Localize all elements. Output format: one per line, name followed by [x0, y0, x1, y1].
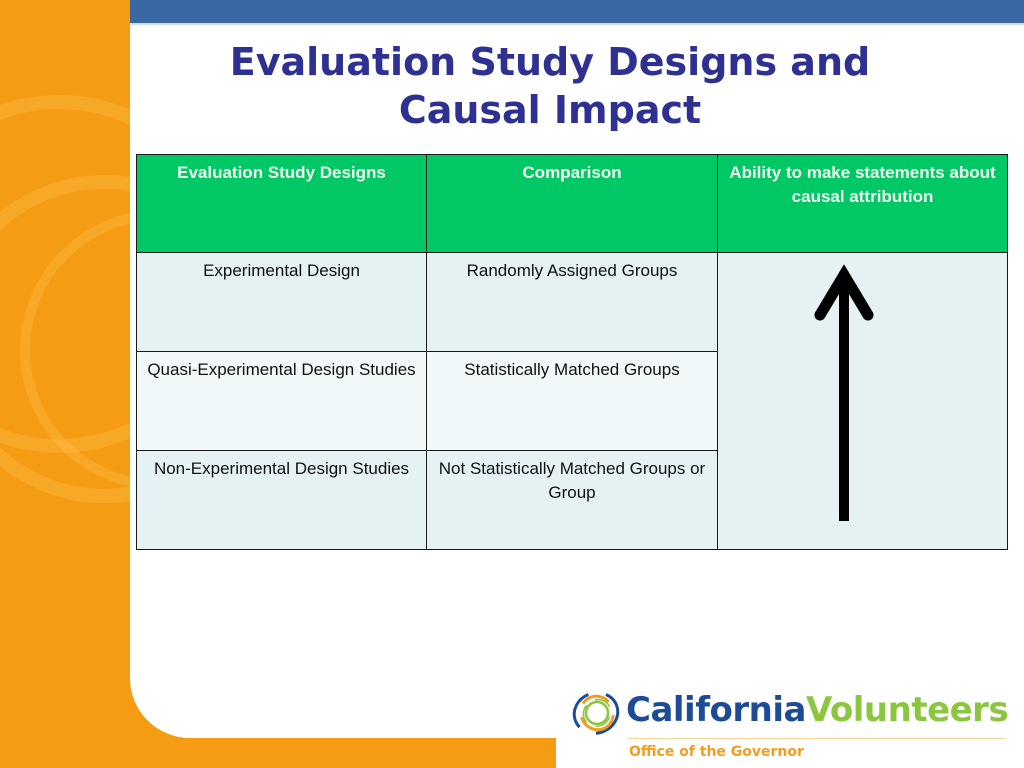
logo-word-california: California [626, 690, 806, 730]
california-volunteers-logo: CaliforniaVolunteers Office of the Gover… [570, 686, 1015, 766]
logo-word-volunteers: Volunteers [805, 690, 1009, 730]
cell-comparison: Not Statistically Matched Groups or Grou… [426, 450, 718, 550]
header-comparison: Comparison [426, 154, 718, 253]
top-blue-bar [130, 0, 1024, 23]
title-line-1: Evaluation Study Designs and [229, 40, 871, 84]
header-causal-attribution: Ability to make statements about causal … [717, 154, 1008, 253]
cell-design: Quasi-Experimental Design Studies [136, 351, 427, 451]
logo-divider [628, 738, 1006, 739]
table-row: Quasi-Experimental Design Studies Statis… [136, 351, 1008, 451]
table-row: Non-Experimental Design Studies Not Stat… [136, 450, 1008, 550]
arrow-up-icon [814, 264, 874, 521]
header-study-designs: Evaluation Study Designs [136, 154, 427, 253]
white-rounded-corner [130, 618, 250, 738]
table-header-row: Evaluation Study Designs Comparison Abil… [136, 154, 1008, 253]
slide-title: Evaluation Study Designs and Causal Impa… [150, 38, 950, 134]
swirl-rings-icon [572, 691, 620, 735]
orange-bottom-band [0, 738, 556, 768]
top-bar-highlight [130, 23, 1024, 25]
cell-design: Non-Experimental Design Studies [136, 450, 427, 550]
cell-comparison: Statistically Matched Groups [426, 351, 718, 451]
logo-wordmark: CaliforniaVolunteers [626, 690, 1009, 730]
cell-comparison: Randomly Assigned Groups [426, 252, 718, 352]
table-row: Experimental Design Randomly Assigned Gr… [136, 252, 1008, 550]
study-design-table: Evaluation Study Designs Comparison Abil… [136, 154, 1008, 550]
orange-side-band [0, 0, 130, 768]
title-line-2: Causal Impact [398, 88, 702, 132]
cell-causal-arrow [717, 252, 1008, 550]
cell-design: Experimental Design [136, 252, 427, 352]
logo-subtitle: Office of the Governor [629, 744, 804, 760]
